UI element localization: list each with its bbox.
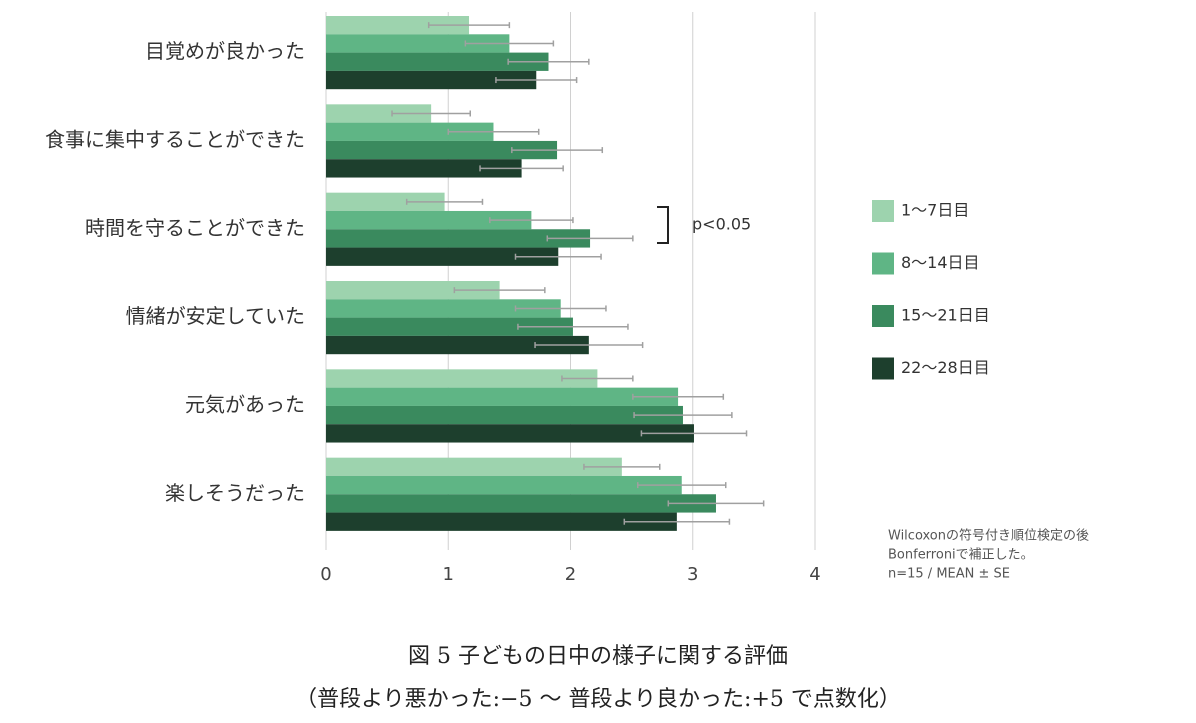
caption: 図 5 子どもの日中の様子に関する評価 [408, 644, 788, 669]
note: n=15 / MEAN ± SE [888, 567, 1010, 582]
note: Bonferroniで補正した。 [888, 548, 1034, 563]
bar [326, 104, 432, 123]
x-tick-label: 4 [809, 564, 820, 585]
bar [326, 369, 598, 388]
error-bar [405, 198, 484, 205]
x-tick-label: 2 [565, 564, 576, 585]
error-bar [507, 58, 590, 65]
bar [326, 335, 589, 355]
error-bar [633, 412, 733, 419]
bar [326, 475, 682, 495]
error-bar [561, 375, 634, 382]
bar [326, 457, 622, 476]
bar [326, 229, 591, 248]
bar [326, 210, 532, 230]
error-bar [583, 463, 661, 470]
significance-bracket: p<0.05 [657, 206, 751, 244]
legend-label: 1～7日目 [901, 201, 969, 220]
bar [326, 512, 677, 531]
annotation: p<0.05 [692, 215, 751, 234]
bar [326, 122, 494, 141]
bar [326, 192, 445, 211]
caption: （普段より悪かった:−5 ～ 普段より良かった:+5 で点数化） [295, 687, 901, 712]
error-bar [447, 128, 540, 135]
category-label: 情緒が安定していた [126, 304, 305, 328]
error-bar [636, 482, 727, 489]
legend-swatch [872, 357, 894, 380]
legend-label: 15～21日目 [901, 306, 990, 325]
bar [326, 281, 500, 300]
bar [326, 494, 716, 513]
note: Wilcoxonの符号付き順位検定の後 [888, 528, 1089, 544]
bracket [657, 206, 669, 244]
error-bar [517, 323, 629, 330]
bar [326, 247, 559, 266]
error-bar [640, 430, 748, 437]
bar [326, 317, 573, 336]
error-bar [427, 22, 511, 29]
bar [326, 405, 683, 425]
error-bar [511, 147, 604, 154]
category-label: 目覚めが良かった [145, 39, 305, 63]
error-bar [514, 253, 602, 260]
category-label: 時間を守ることができた [85, 216, 305, 240]
x-tick-label: 3 [687, 564, 698, 585]
error-bar [495, 77, 578, 84]
error-bar [464, 40, 555, 47]
error-bar [667, 500, 765, 507]
error-bar [514, 305, 607, 312]
error-bar [479, 165, 564, 172]
bar [326, 34, 510, 53]
bar [326, 159, 522, 178]
bar [326, 299, 561, 318]
bar [326, 16, 470, 35]
bar [326, 424, 694, 443]
error-bar [546, 235, 634, 242]
legend-swatch [872, 305, 894, 327]
category-label: 楽しそうだった [165, 481, 305, 505]
category-label: 元気があった [185, 392, 305, 416]
x-tick-label: 0 [320, 564, 331, 585]
legend-label: 22～28日目 [901, 358, 990, 377]
bar [326, 387, 679, 406]
legend-swatch [872, 252, 894, 275]
bar [326, 52, 549, 71]
bar [326, 140, 558, 160]
x-tick-label: 1 [443, 564, 454, 585]
error-bar [391, 110, 472, 117]
category-label: 食事に集中することができた [45, 127, 305, 151]
error-bar [453, 287, 546, 294]
error-bar [534, 342, 644, 349]
error-bar [489, 217, 574, 224]
error-bar [632, 393, 725, 400]
error-bar [623, 518, 731, 525]
bar [326, 70, 537, 90]
legend-label: 8～14日目 [901, 253, 980, 272]
legend-swatch [872, 200, 894, 222]
